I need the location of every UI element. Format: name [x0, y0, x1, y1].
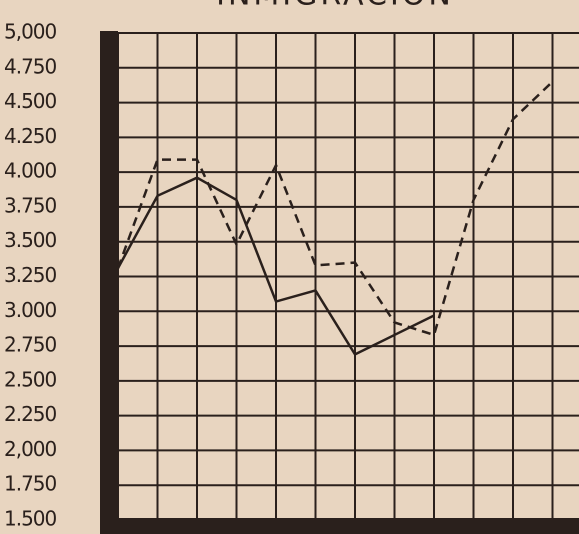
y-tick-label: 2.250 [4, 402, 57, 426]
chart-title: INMIGRACION [216, 0, 454, 13]
y-tick-label: 4.000 [4, 159, 57, 183]
y-tick-label: 5,000 [4, 20, 57, 44]
series-line [116, 176, 435, 357]
y-tick-label: 4.250 [4, 124, 57, 148]
y-tick-label: 1.750 [4, 472, 57, 496]
y-tick-label: 1.500 [4, 507, 57, 531]
y-tick-label: 4.750 [4, 54, 57, 78]
y-tick-label: 2.500 [4, 367, 57, 391]
y-tick-label: 2,000 [4, 437, 57, 461]
x-axis-bar [100, 518, 579, 534]
y-tick-label: 4.500 [4, 89, 57, 113]
y-tick-label: 3.500 [4, 228, 57, 252]
y-tick-label: 3.000 [4, 298, 57, 322]
series-line [116, 80, 554, 337]
y-tick-label: 3.250 [4, 263, 57, 287]
y-tick-label: 3.750 [4, 193, 57, 217]
y-tick-label: 2.750 [4, 333, 57, 357]
y-axis-bar [100, 31, 118, 534]
